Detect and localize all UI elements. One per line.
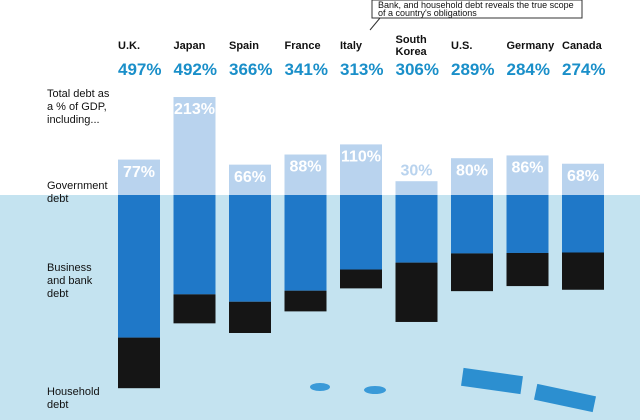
value-label: 213% xyxy=(174,101,215,118)
bar-segment xyxy=(284,195,327,291)
category-label: France xyxy=(284,40,321,52)
category-label: U.K. xyxy=(118,40,140,52)
bar-segment xyxy=(562,252,604,290)
total-label: 274% xyxy=(562,60,606,79)
bar-segment xyxy=(395,195,438,263)
bar-segment xyxy=(118,195,160,338)
bar-segment xyxy=(173,97,216,195)
bar-segment xyxy=(451,195,493,254)
total-label: 366% xyxy=(229,60,273,79)
annotation-box xyxy=(371,0,583,19)
value-label: 77% xyxy=(123,164,155,181)
bar-segment xyxy=(506,252,549,287)
category-label: Italy xyxy=(340,40,363,52)
value-label: 86% xyxy=(511,160,543,177)
total-label: 341% xyxy=(284,60,328,79)
value-label: 30% xyxy=(400,162,432,179)
legend-label: Business and bank debt xyxy=(47,262,93,300)
bar-segment xyxy=(451,253,493,292)
category-label: Canada xyxy=(562,40,602,52)
bar-segment xyxy=(562,195,604,253)
value-label: 80% xyxy=(456,162,488,179)
value-label: 66% xyxy=(234,169,266,186)
total-label: Total debt as a % of GDP, including... xyxy=(47,88,110,126)
bar-segment xyxy=(395,181,438,195)
bar-segment xyxy=(340,269,382,289)
annotation: Bank, and household debt reveals the tru… xyxy=(378,0,574,18)
total-label: 289% xyxy=(451,60,495,79)
annotation-arrow xyxy=(369,17,381,31)
total-label: 492% xyxy=(173,60,217,79)
fish xyxy=(364,386,386,394)
value-label: 110% xyxy=(341,149,381,166)
bar-segment xyxy=(118,337,160,389)
bar-segment xyxy=(118,159,160,195)
value-label: 88% xyxy=(289,159,321,176)
bar-segment xyxy=(173,195,216,295)
total-label: 306% xyxy=(395,60,439,79)
bar-segment xyxy=(506,195,549,253)
bar-segment xyxy=(229,164,271,195)
category-label: South Korea xyxy=(395,34,427,58)
value-label: 68% xyxy=(567,168,599,185)
bar-segment xyxy=(562,163,604,195)
category-label: Japan xyxy=(173,40,206,52)
legend-label: Government debt xyxy=(47,180,108,205)
shipwreck xyxy=(461,367,523,395)
bar-segment xyxy=(284,154,327,195)
bar-segment xyxy=(340,144,382,195)
bar-segment xyxy=(284,290,327,312)
legend-label: Household debt xyxy=(47,386,100,411)
shipwreck xyxy=(533,383,597,413)
fish xyxy=(310,383,330,391)
category-label: Germany xyxy=(506,40,555,52)
category-label: U.S. xyxy=(451,40,473,52)
bar-segment xyxy=(451,158,493,195)
bar-segment xyxy=(173,294,216,324)
total-label: 497% xyxy=(118,60,162,79)
bar-segment xyxy=(506,155,549,195)
bar-segment xyxy=(229,301,271,333)
total-label: 313% xyxy=(340,60,384,79)
bar-segment xyxy=(340,195,382,270)
bar-segment xyxy=(395,262,438,322)
bar-segment xyxy=(229,195,271,302)
total-label: 284% xyxy=(506,60,550,79)
category-label: Spain xyxy=(229,40,259,52)
